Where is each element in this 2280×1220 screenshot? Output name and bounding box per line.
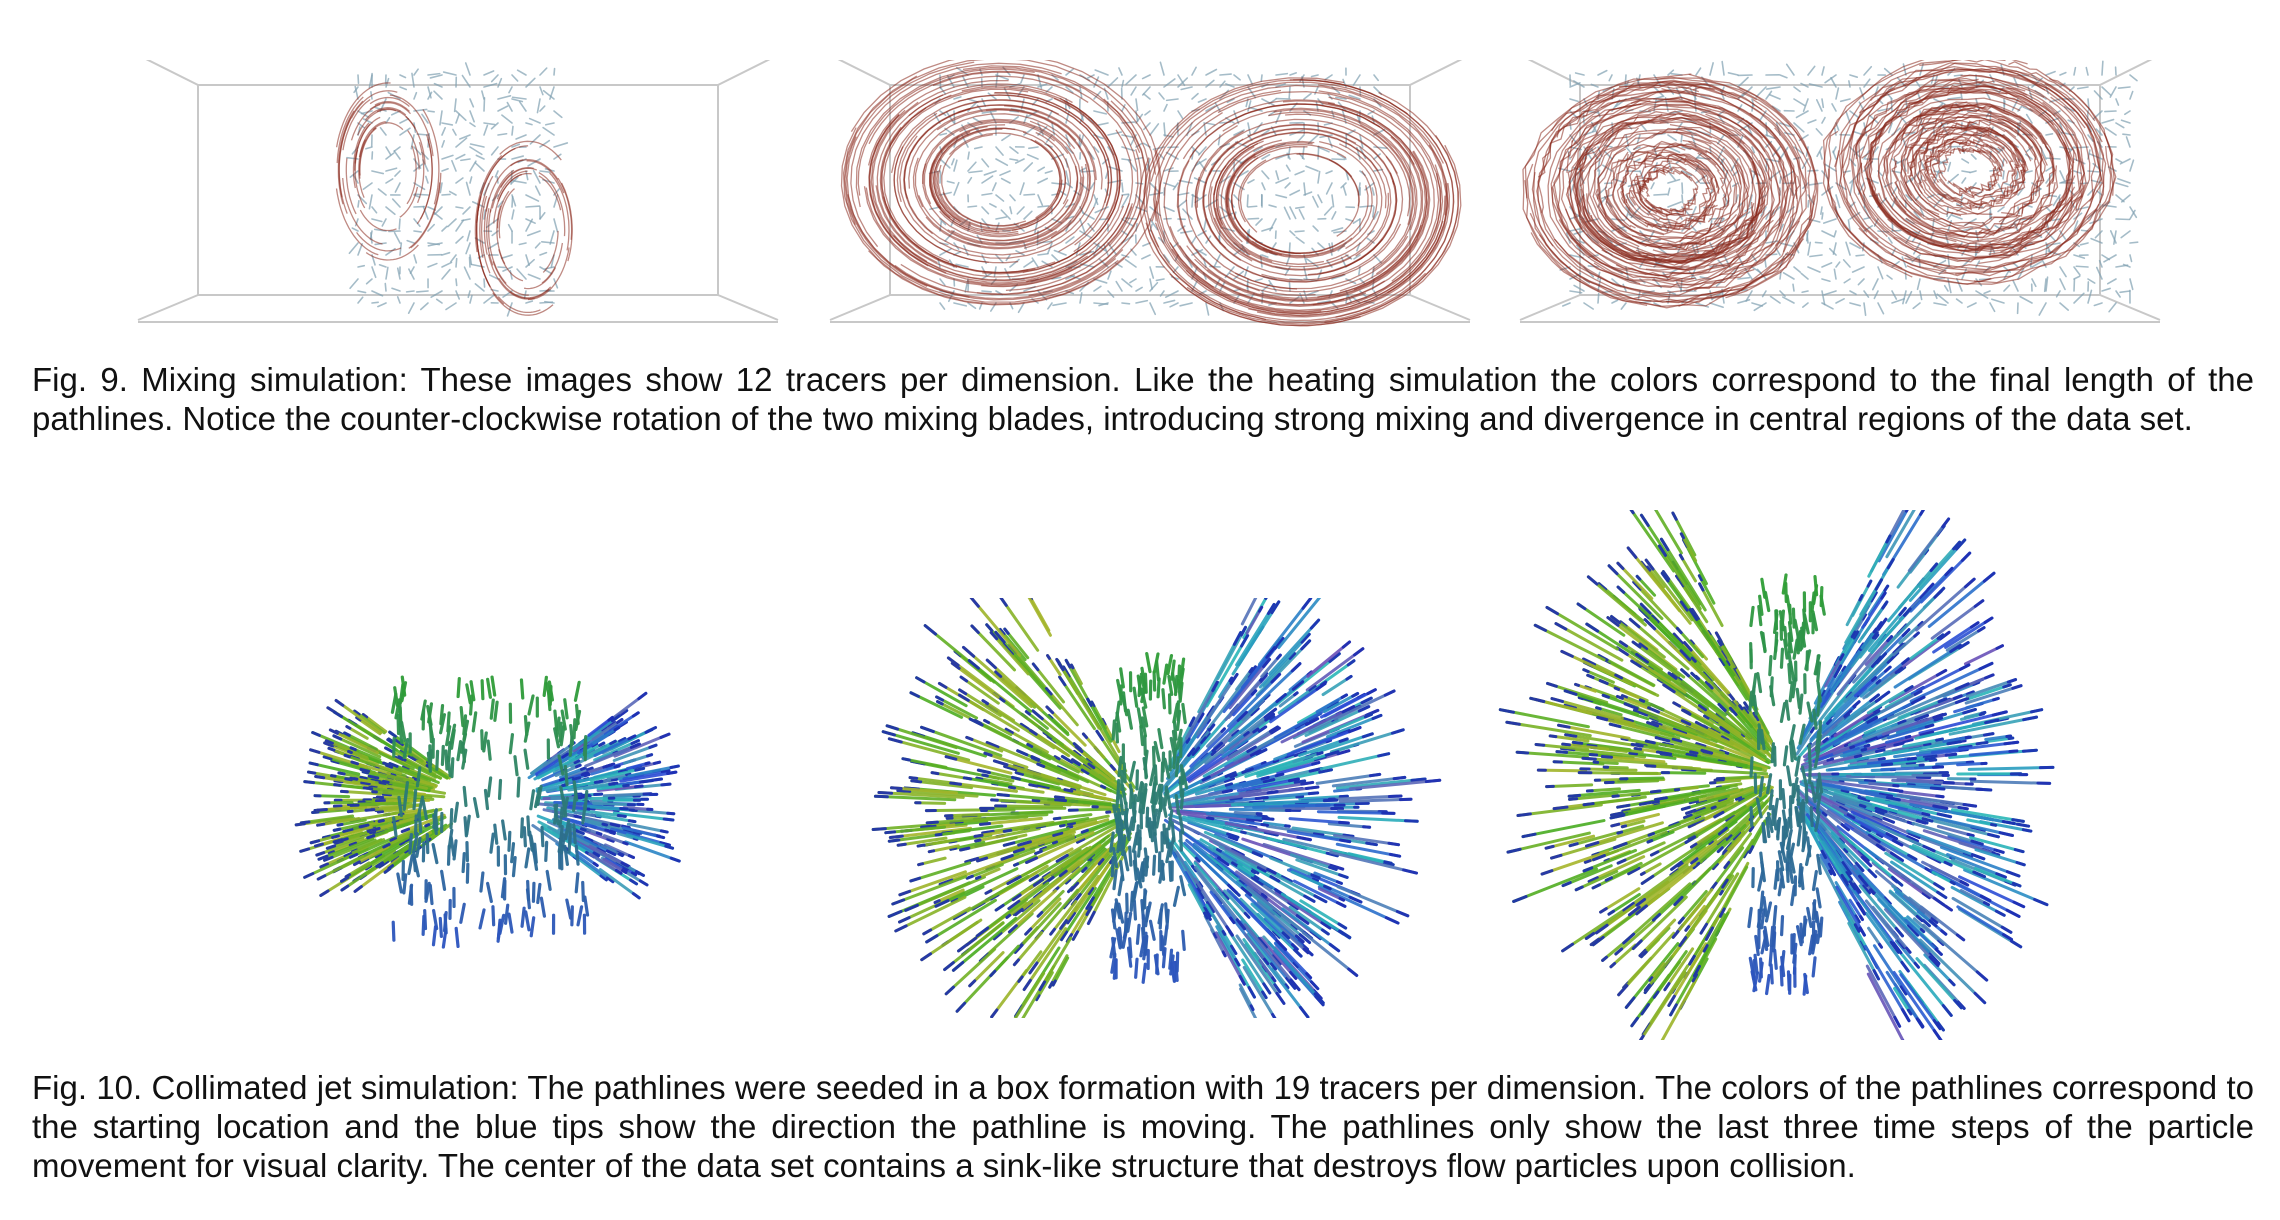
swirl-pathlines-image <box>829 60 1471 327</box>
swirl-pathlines-image <box>1519 60 2161 323</box>
mixing-panel-late <box>1510 60 2170 330</box>
jet-pathlines-image <box>1498 510 2055 1040</box>
jet-panel-early <box>210 630 770 970</box>
mixing-panel-middle <box>820 60 1480 330</box>
jet-pathlines-image <box>871 598 1442 1018</box>
jet-pathlines-image <box>294 675 681 949</box>
jet-panel-late <box>1486 510 2086 1040</box>
mixing-panel-early <box>128 60 788 330</box>
figure-10-caption: Fig. 10. Collimated jet simulation: The … <box>32 1069 2254 1184</box>
figure-9-caption: Fig. 9. Mixing simulation: These images … <box>32 361 2254 437</box>
swirl-pathlines-image <box>137 60 779 323</box>
jet-panel-middle <box>848 598 1448 1018</box>
